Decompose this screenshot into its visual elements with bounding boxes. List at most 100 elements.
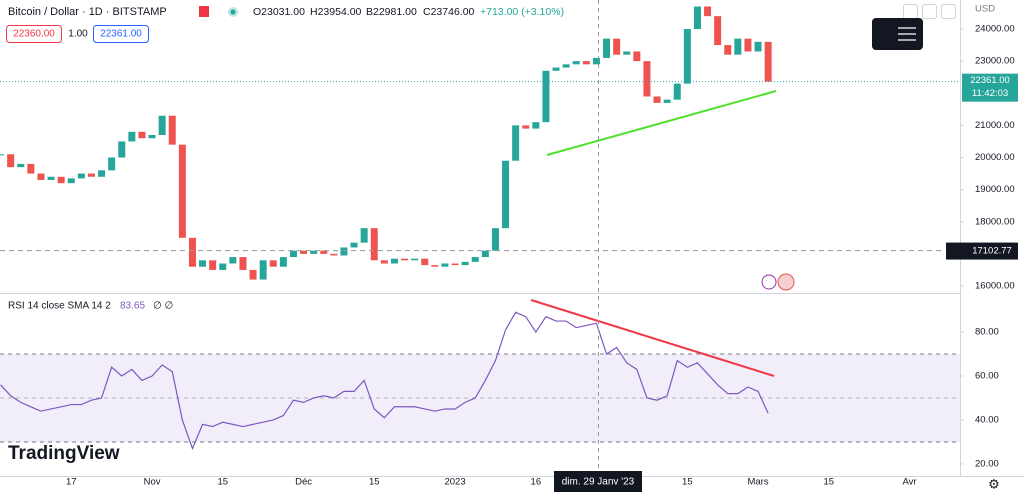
candle	[118, 141, 126, 158]
candle	[390, 258, 398, 264]
candle	[522, 125, 530, 129]
button[interactable]	[903, 4, 918, 19]
candle	[552, 67, 560, 71]
candle	[754, 41, 762, 52]
candle	[633, 51, 641, 62]
countdown: 11:42:03	[972, 88, 1008, 99]
candle	[562, 64, 570, 68]
candle	[582, 61, 590, 65]
trend-line[interactable]	[546, 90, 777, 156]
candle	[431, 265, 439, 267]
ohlc-open: O23031.00	[253, 6, 305, 18]
y-tick-label: 80.00	[975, 327, 999, 338]
candle	[330, 253, 338, 256]
candle	[128, 131, 136, 142]
buy-button[interactable]	[93, 25, 149, 43]
indicator-extra: ∅ ∅	[153, 301, 173, 312]
candle	[502, 160, 510, 229]
flag-icon[interactable]	[199, 6, 209, 17]
y-tick-label: 40.00	[975, 414, 999, 425]
button[interactable]	[922, 4, 937, 19]
indicator-value: 83.65	[120, 301, 145, 312]
candle	[98, 170, 106, 177]
candle	[168, 115, 176, 145]
y-tick-label: 19000.00	[975, 184, 1015, 195]
candle	[279, 257, 287, 267]
horizontal-line-box	[946, 242, 1018, 260]
candle	[401, 258, 409, 261]
candle	[532, 122, 540, 129]
x-tick-label: Avr	[903, 477, 917, 488]
spread: 1.00	[68, 29, 88, 40]
candle	[542, 70, 550, 123]
candle	[693, 6, 701, 30]
candle	[572, 61, 580, 65]
y-tick-label: 20000.00	[975, 152, 1015, 163]
floating-toolbar[interactable]	[872, 18, 923, 50]
candle	[411, 258, 419, 261]
candle	[17, 163, 25, 168]
candle	[370, 228, 378, 261]
last-price-box	[962, 73, 1018, 102]
x-tick-label: Mars	[747, 477, 768, 488]
candle	[310, 250, 318, 254]
candle	[188, 237, 196, 267]
candle	[683, 29, 691, 84]
buy-price[interactable]: 22361.00	[100, 29, 142, 40]
candle	[380, 260, 388, 264]
ohlc-low: B22981.00	[366, 6, 417, 18]
event-icon[interactable]	[761, 274, 777, 290]
candle	[7, 154, 15, 168]
candle	[340, 247, 348, 256]
candle	[744, 38, 752, 52]
toolbar-icon	[898, 27, 916, 41]
candle	[491, 228, 499, 251]
x-tick-label: 15	[369, 477, 380, 488]
candle	[764, 41, 772, 82]
top-buttons	[903, 4, 956, 19]
candle	[178, 144, 186, 238]
candle	[512, 125, 520, 161]
y-tick-label: 23000.00	[975, 56, 1015, 67]
candle	[148, 135, 156, 139]
candle	[199, 260, 207, 267]
settings-icon[interactable]: ⚙	[988, 476, 1000, 491]
logo[interactable]: TradingView	[8, 443, 120, 464]
candle	[481, 250, 489, 258]
candle	[219, 263, 227, 270]
candle	[229, 257, 237, 264]
candle	[67, 178, 75, 184]
candle	[158, 115, 166, 136]
candle	[47, 176, 55, 180]
ohlc-high: H23954.00	[310, 6, 362, 18]
event-icons[interactable]	[761, 273, 795, 291]
button[interactable]	[941, 4, 956, 19]
candle	[269, 260, 277, 267]
x-tick-label: 2023	[444, 477, 465, 488]
trend-line[interactable]	[530, 299, 775, 377]
sell-button[interactable]	[6, 25, 62, 43]
x-tick-label: 15	[823, 477, 834, 488]
last-price-label: 22361.00	[970, 75, 1010, 86]
rsi-line	[0, 311, 769, 451]
candle	[663, 99, 671, 103]
event-icon[interactable]	[777, 273, 795, 291]
candle	[108, 157, 116, 171]
symbol[interactable]: Bitcoin / Dollar · 1D · BITSTAMP	[8, 6, 167, 18]
candle	[77, 173, 85, 179]
x-tick-label: 15	[682, 477, 693, 488]
sell-price[interactable]: 22360.00	[13, 29, 55, 40]
candle	[0, 154, 5, 156]
candle	[734, 38, 742, 55]
ohlc-change: +713.00 (+3.10%)	[480, 6, 564, 18]
candle	[259, 260, 267, 280]
candle	[714, 16, 722, 46]
x-tick-label: Nov	[144, 477, 161, 488]
candle	[209, 260, 217, 270]
currency: USD	[975, 4, 995, 15]
y-tick-label: 60.00	[975, 371, 999, 382]
crosshair-date: dim. 29 Janv '23	[562, 477, 635, 488]
candle	[37, 173, 45, 180]
